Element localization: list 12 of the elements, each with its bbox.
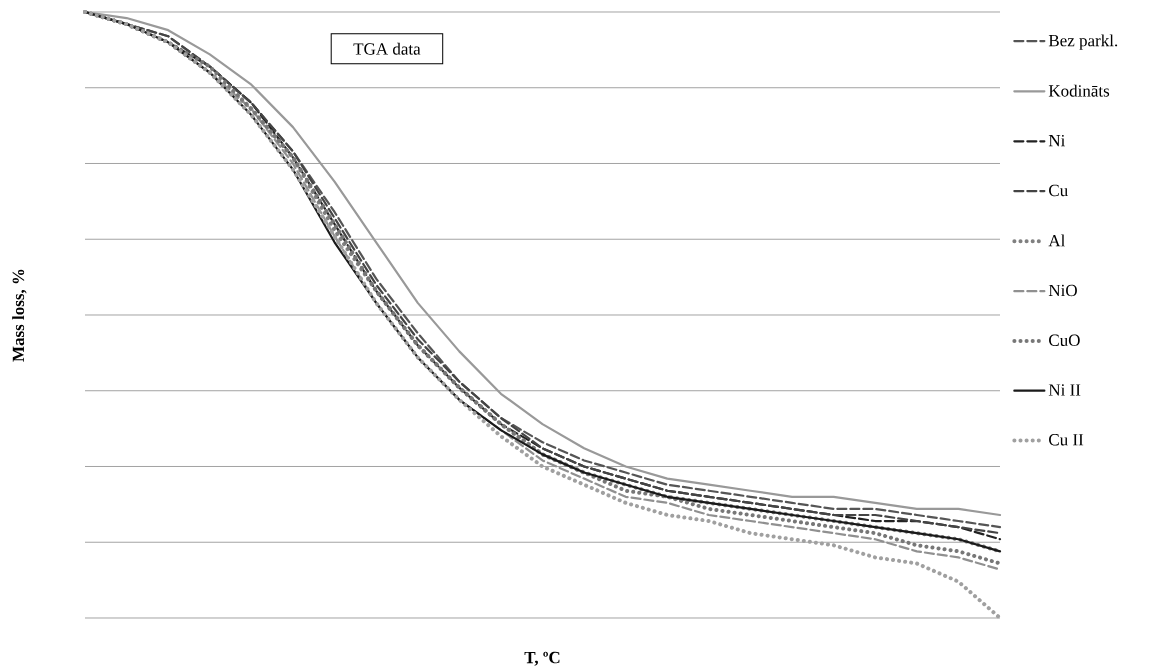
legend-label: Al: [1048, 234, 1065, 247]
x-axis-title: T, ºC: [524, 651, 560, 666]
legend-label: Ni: [1048, 134, 1066, 147]
legend-label: NiO: [1048, 284, 1077, 297]
y-axis-title: Mass loss, %: [12, 269, 27, 362]
legend-label: Bez parkl.: [1048, 34, 1118, 50]
legend-label: CuO: [1049, 334, 1080, 346]
text: TGA data: [353, 42, 421, 55]
legend-label: Kodināts: [1048, 84, 1110, 97]
legend-label: Ni II: [1048, 384, 1081, 396]
legend-label: Cu: [1049, 184, 1068, 197]
legend-label: Cu II: [1049, 433, 1084, 446]
